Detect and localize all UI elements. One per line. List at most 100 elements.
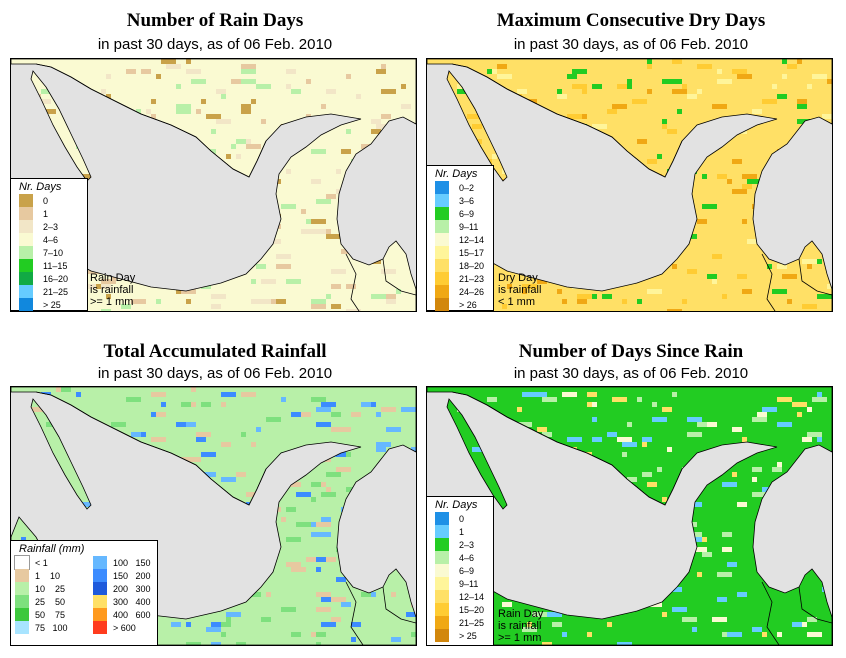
data-pixel — [346, 487, 356, 492]
data-pixel — [752, 477, 757, 482]
data-pixel — [276, 254, 291, 259]
data-pixel — [201, 99, 206, 104]
legend-label: 50 75 — [35, 609, 66, 620]
legend-row: 3–6 — [427, 194, 493, 207]
data-pixel — [351, 412, 361, 417]
data-pixel — [557, 89, 562, 94]
data-pixel — [151, 392, 166, 397]
data-pixel — [517, 89, 527, 94]
data-pixel — [672, 79, 682, 84]
legend-swatch — [93, 595, 107, 608]
data-pixel — [472, 447, 487, 452]
panel-subtitle: in past 30 days, as of 06 Feb. 2010 — [513, 36, 749, 53]
data-pixel — [782, 74, 787, 79]
data-pixel — [286, 279, 301, 284]
data-pixel — [101, 89, 106, 94]
data-pixel — [767, 264, 772, 269]
data-pixel — [291, 89, 301, 94]
data-pixel — [41, 89, 51, 94]
data-pixel — [587, 392, 597, 397]
data-pixel — [341, 149, 351, 154]
data-pixel — [627, 422, 632, 427]
legend-label: 2–3 — [43, 221, 59, 232]
legend-swatch — [435, 603, 449, 616]
legend-swatch — [435, 233, 449, 246]
data-pixel — [111, 422, 126, 427]
data-pixel — [236, 472, 246, 477]
legend-label: 6–9 — [459, 208, 475, 219]
legend-label: 9–11 — [459, 578, 479, 589]
data-pixel — [131, 432, 141, 437]
legend-label: > 25 — [43, 299, 61, 310]
data-pixel — [381, 114, 391, 119]
legend-swatch — [435, 181, 449, 194]
data-pixel — [151, 437, 166, 442]
legend-label: 300 400 — [113, 596, 151, 607]
data-pixel — [757, 412, 767, 417]
panel-title: Maximum Consecutive Dry Days — [496, 10, 766, 31]
data-pixel — [797, 99, 807, 104]
data-pixel — [642, 437, 652, 442]
data-pixel — [376, 442, 391, 447]
data-pixel — [106, 74, 111, 79]
data-pixel — [146, 109, 151, 114]
data-pixel — [682, 84, 687, 89]
data-pixel — [241, 392, 256, 397]
legend-swatch — [435, 551, 449, 564]
data-pixel — [291, 632, 301, 637]
data-pixel — [336, 467, 351, 472]
data-pixel — [316, 632, 326, 637]
data-pixel — [817, 392, 822, 397]
data-pixel — [542, 642, 552, 645]
legend-swatch — [435, 564, 449, 577]
data-pixel — [662, 124, 667, 129]
data-pixel — [522, 627, 537, 632]
data-pixel — [722, 294, 727, 299]
data-pixel — [286, 69, 296, 74]
data-pixel — [517, 407, 522, 412]
legend: Nr. Days 0 1 2–3 4–6 6–9 9–11 12–14 15–20 21–25 >… — [426, 496, 494, 646]
legend-swatch — [19, 259, 33, 272]
legend-swatch — [435, 272, 449, 285]
data-pixel — [316, 567, 321, 572]
data-pixel — [106, 294, 111, 299]
data-pixel — [321, 532, 331, 537]
data-pixel — [331, 597, 346, 602]
data-pixel — [642, 442, 647, 447]
legend-label: 21–25 — [459, 617, 485, 628]
data-pixel — [286, 507, 296, 512]
legend-row: 0 — [11, 194, 87, 207]
data-pixel — [231, 79, 246, 84]
data-pixel — [316, 422, 331, 427]
legend-row: 50 75 — [15, 608, 89, 621]
legend-swatch — [93, 621, 107, 634]
data-pixel — [752, 467, 762, 472]
data-pixel — [497, 74, 512, 79]
data-pixel — [652, 402, 657, 407]
legend-row: 4–6 — [11, 233, 87, 246]
data-pixel — [712, 279, 717, 284]
data-pixel — [567, 114, 582, 119]
map-graphic — [427, 59, 832, 311]
data-pixel — [812, 74, 827, 79]
legend-label: 3–6 — [459, 195, 475, 206]
data-pixel — [261, 617, 271, 622]
data-pixel — [792, 402, 807, 407]
data-pixel — [276, 299, 286, 304]
legend-swatch — [93, 569, 107, 582]
data-pixel — [246, 79, 256, 84]
legend-label: 24–26 — [459, 286, 485, 297]
panel-subtitle: in past 30 days, as of 06 Feb. 2010 — [97, 36, 333, 53]
legend-swatch — [19, 194, 33, 207]
data-pixel — [301, 209, 306, 214]
data-pixel — [627, 79, 632, 84]
data-pixel — [807, 617, 817, 622]
data-pixel — [326, 234, 341, 239]
data-pixel — [311, 229, 326, 234]
legend-row: 1 — [427, 525, 493, 538]
data-pixel — [712, 254, 722, 259]
data-pixel — [21, 537, 26, 542]
data-pixel — [722, 482, 737, 487]
data-pixel — [376, 412, 381, 417]
data-pixel — [151, 114, 156, 119]
